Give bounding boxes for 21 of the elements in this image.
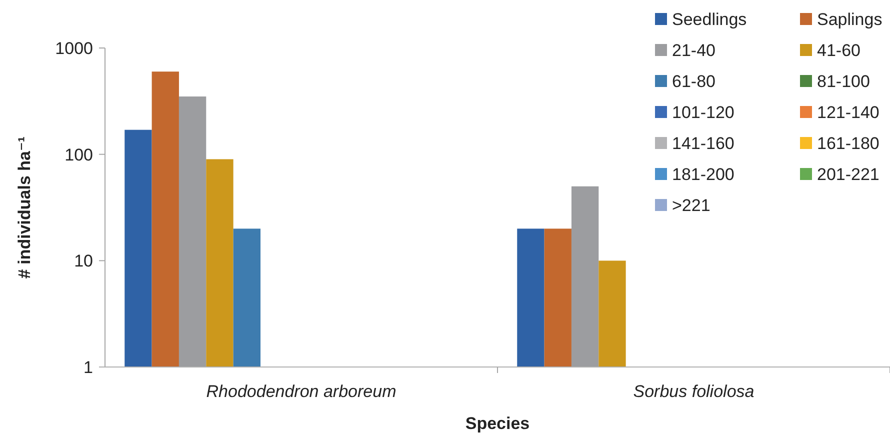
legend-label: >221 bbox=[672, 196, 710, 215]
legend-label: 61-80 bbox=[672, 72, 716, 91]
y-axis-title: # individuals ha⁻¹ bbox=[15, 136, 34, 279]
y-tick-label: 1 bbox=[84, 358, 93, 377]
legend-label: 161-180 bbox=[817, 134, 880, 153]
legend-label: 141-160 bbox=[672, 134, 734, 153]
legend-label: 201-221 bbox=[817, 164, 880, 184]
y-tick-label: 1000 bbox=[55, 38, 93, 58]
y-tick-label: 100 bbox=[64, 145, 93, 164]
legend-label: 101-120 bbox=[672, 102, 734, 122]
x-tick-label: Sorbus foliolosa bbox=[633, 382, 754, 401]
legend-label: Saplings bbox=[817, 10, 882, 29]
legend-label: 41-60 bbox=[817, 40, 860, 60]
legend-label: 21-40 bbox=[672, 40, 716, 60]
legend-label: 121-140 bbox=[817, 102, 880, 122]
x-tick-label: Rhododendron arboreum bbox=[206, 382, 396, 401]
legend-label: 81-100 bbox=[817, 72, 870, 91]
legend-label: Seedlings bbox=[672, 10, 747, 29]
y-tick-label: 10 bbox=[74, 252, 93, 271]
legend-label: 181-200 bbox=[672, 164, 734, 184]
x-axis-title: Species bbox=[465, 414, 530, 433]
